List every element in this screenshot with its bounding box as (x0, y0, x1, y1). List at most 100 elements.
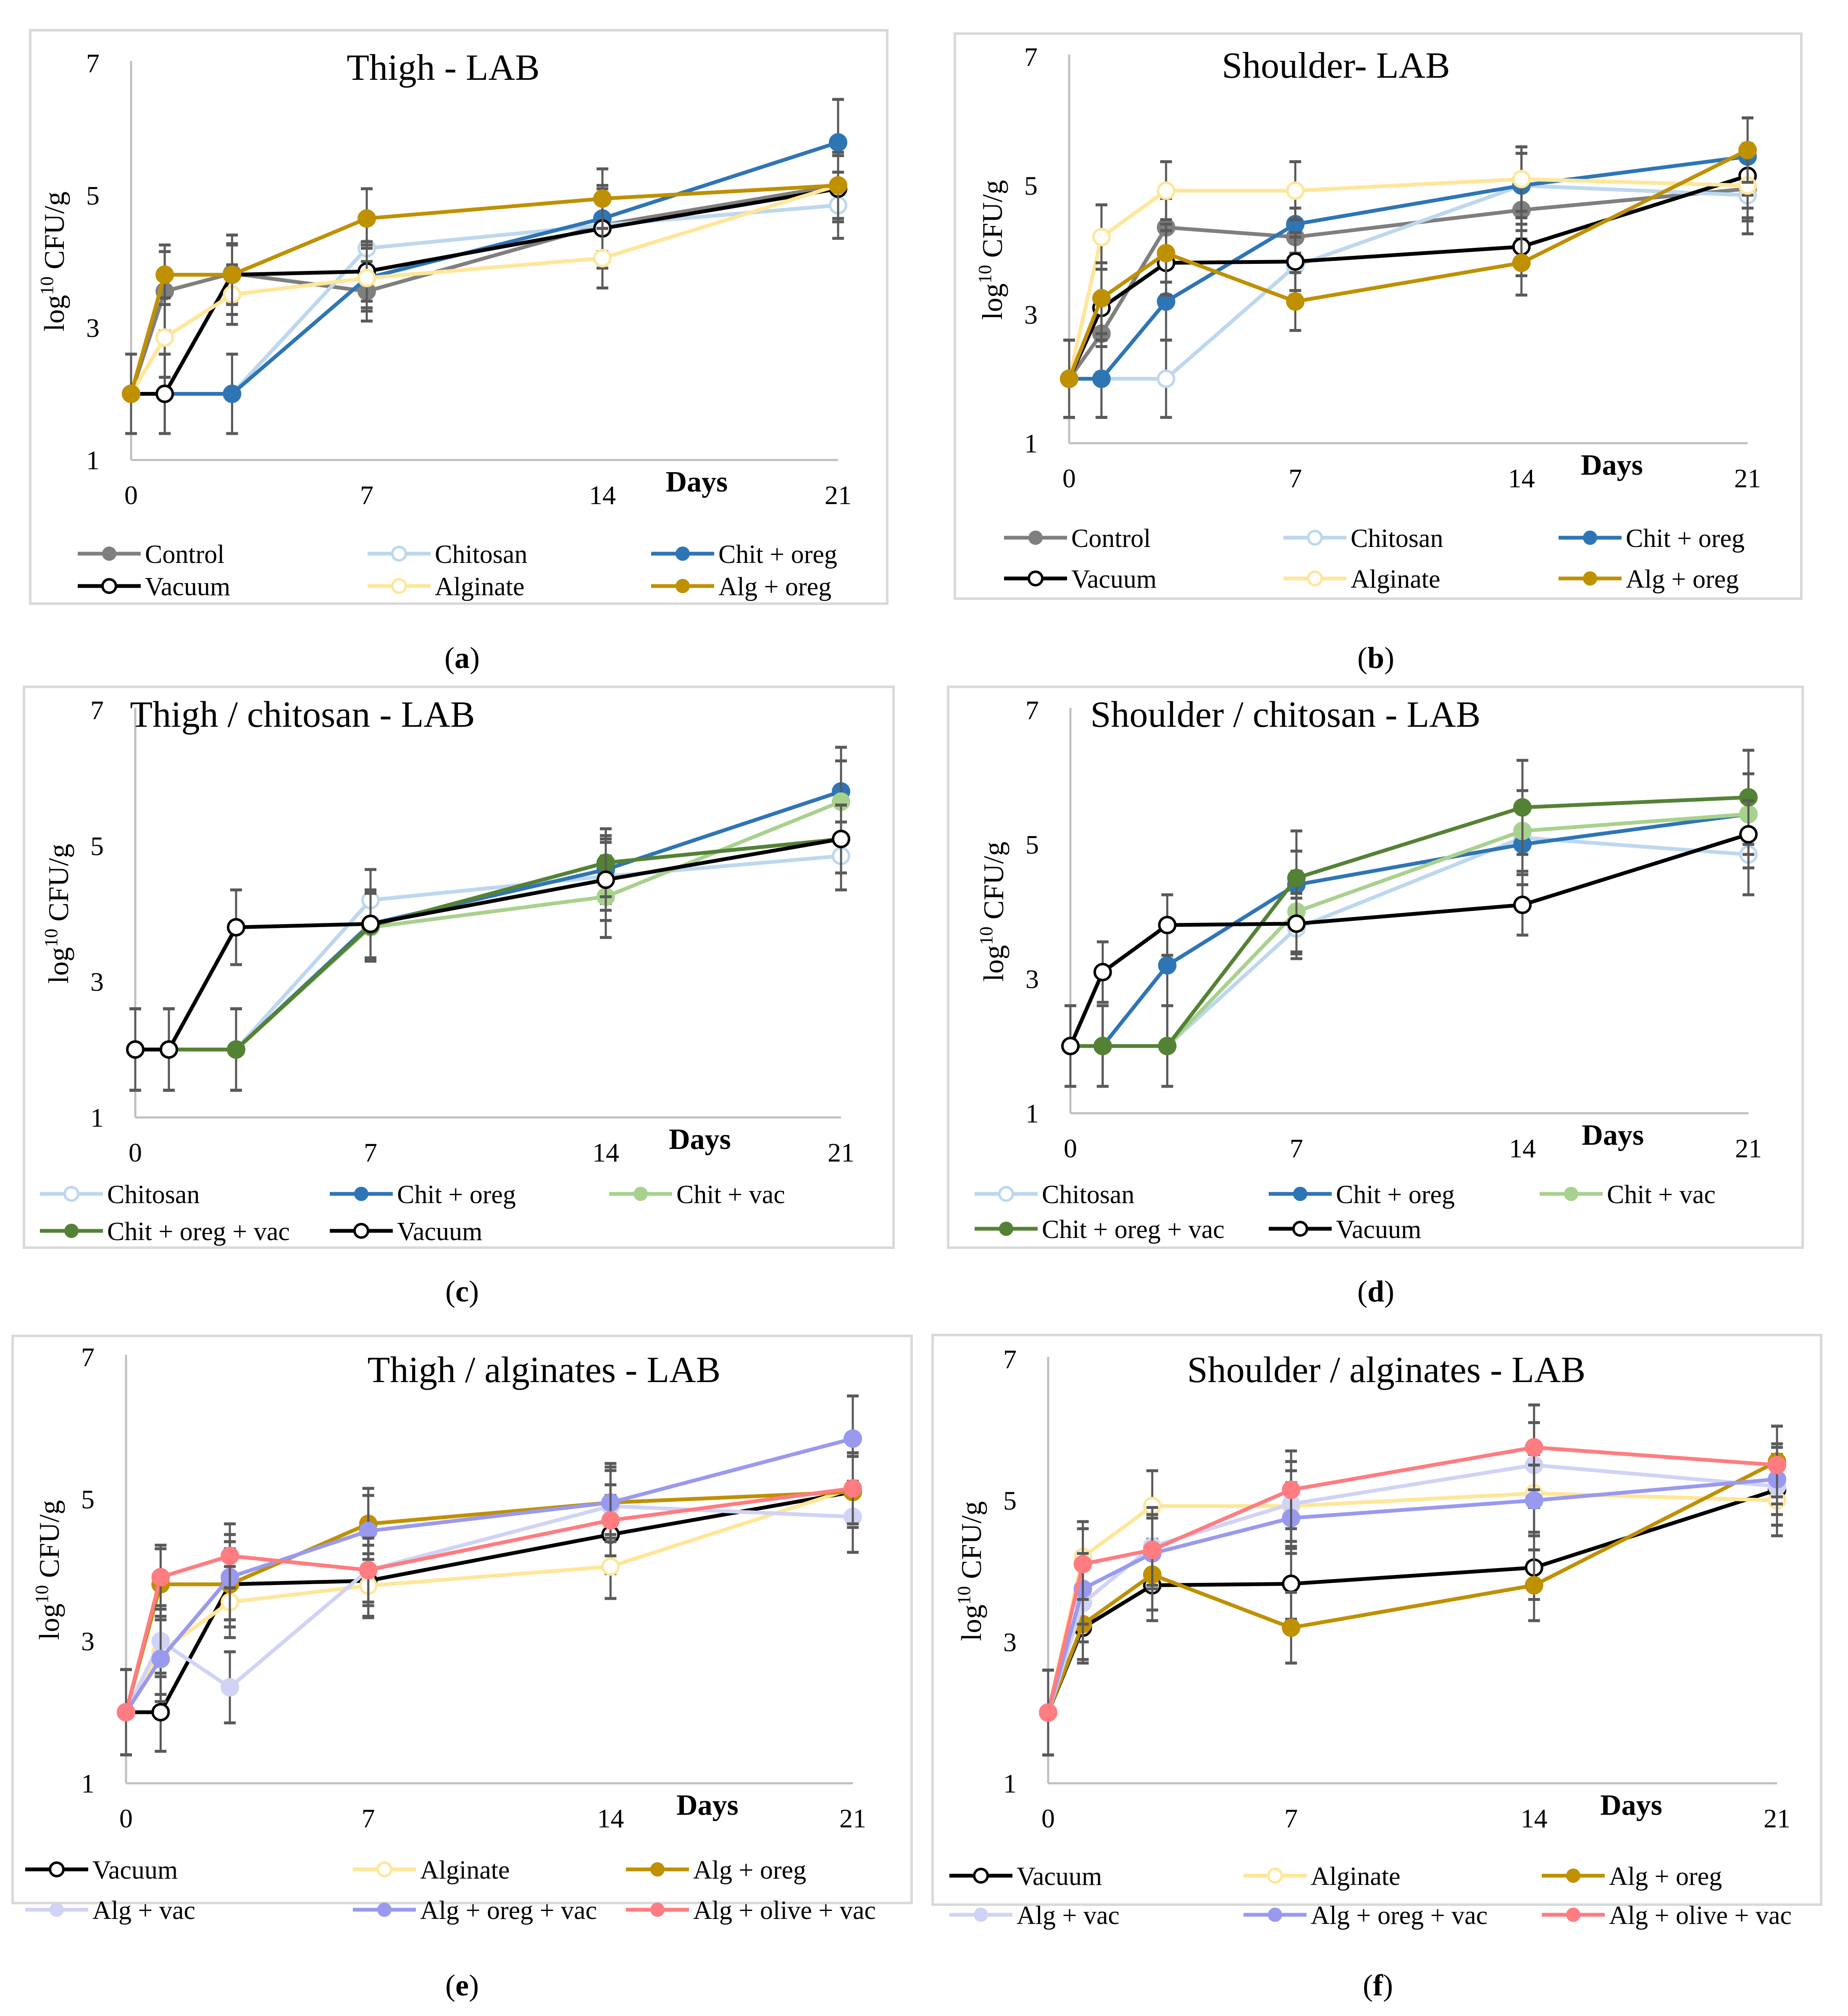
legend-label: Chit + oreg (1626, 524, 1745, 553)
chart-title: Thigh - LAB (347, 47, 540, 88)
data-point (223, 265, 242, 284)
y-axis-label: log10 CFU/g (41, 844, 74, 983)
legend-marker (376, 1861, 392, 1877)
y-tick-label: 3 (86, 313, 100, 343)
data-point (1287, 914, 1306, 933)
legend-label: Alg + oreg (718, 573, 831, 601)
panel-label: (c) (445, 1275, 479, 1308)
data-point (117, 1703, 135, 1722)
legend: Control Chitosan Chit + oreg Vacuum Alginate… (1004, 524, 1745, 594)
data-point (155, 265, 174, 284)
y-axis-label: log10 CFU/g (954, 1501, 987, 1641)
y-tick-label: 5 (90, 831, 104, 861)
data-point (1093, 963, 1112, 981)
panel-label: (e) (445, 1969, 479, 2002)
legend: Chitosan Chit + oreg Chit + vac Chit + oreg… (975, 1180, 1716, 1244)
y-tick-label: 1 (81, 1769, 95, 1798)
y-tick-label: 1 (86, 445, 100, 475)
data-point (126, 1040, 145, 1059)
data-point (601, 1557, 620, 1576)
legend-label: Vacuum (1017, 1862, 1102, 1891)
legend-label: Chit + oreg (718, 540, 837, 569)
legend-marker (973, 1868, 989, 1884)
x-tick-label: 21 (1764, 1803, 1790, 1833)
legend-marker (102, 547, 116, 561)
x-tick-label: 14 (592, 1138, 619, 1167)
legend-label: Vacuum (397, 1217, 482, 1246)
data-point (1061, 1037, 1080, 1055)
series-line (1046, 1477, 1777, 1713)
legend-marker (1564, 1187, 1578, 1201)
series-vacuum (1061, 799, 1758, 1088)
data-point (227, 1040, 245, 1059)
data-point (1143, 1540, 1162, 1559)
data-point (1287, 869, 1306, 887)
legend-label: Vacuum (1336, 1215, 1421, 1244)
chart-title: Thigh / chitosan - LAB (130, 694, 475, 735)
legend-marker (64, 1224, 79, 1238)
chart-frame (931, 1334, 1822, 1906)
legend-marker (998, 1186, 1014, 1202)
data-point (155, 328, 174, 347)
legend-marker (1268, 1908, 1282, 1922)
data-point (1286, 292, 1305, 311)
y-tick-label: 7 (86, 48, 100, 78)
data-point (601, 1511, 620, 1530)
chart-frame (11, 1335, 913, 1904)
legend-label: Vacuum (1071, 565, 1157, 594)
chart-title: Shoulder- LAB (1222, 45, 1450, 86)
legend-label: Alg + oreg (693, 1856, 806, 1885)
y-axis-label: log10 CFU/g (976, 841, 1009, 981)
y-tick-label: 7 (1025, 695, 1039, 725)
legend-marker (391, 546, 407, 562)
data-point (1739, 825, 1758, 844)
data-point (1157, 181, 1175, 200)
data-point (1513, 896, 1532, 914)
chart-panel-e: 1 3 5 7 0 7 14 21 Days log10 CFU/g Thigh / alginat… (11, 1335, 913, 1925)
legend-label: Alg + oreg + vac (1311, 1901, 1488, 1930)
x-tick-label: 14 (597, 1803, 624, 1833)
data-point (1092, 369, 1111, 388)
legend-label: Vacuum (92, 1856, 178, 1885)
data-point (1282, 1574, 1301, 1593)
data-point (1073, 1555, 1092, 1574)
legend: Vacuum Alginate Alg + oreg Alg + vac Alg + o… (949, 1862, 1792, 1930)
series-line (1046, 1445, 1777, 1713)
legend-label: Vacuum (145, 573, 230, 601)
x-tick-label: 21 (1734, 463, 1761, 493)
data-point (832, 830, 850, 849)
legend-label: Alg + vac (1017, 1901, 1120, 1930)
x-axis-label: Days (1600, 1789, 1662, 1821)
y-tick-label: 7 (1003, 1344, 1017, 1374)
x-tick-label: 0 (1064, 1133, 1077, 1163)
series-line (1067, 148, 1749, 380)
data-point (1282, 1618, 1301, 1637)
x-tick-label: 7 (364, 1138, 377, 1167)
legend-marker (49, 1861, 65, 1877)
data-point (1157, 369, 1175, 388)
legend-label: Alg + olive + vac (693, 1896, 876, 1925)
data-point (1157, 244, 1175, 263)
x-tick-label: 7 (360, 480, 373, 510)
legend-marker (1566, 1869, 1580, 1883)
legend-label: Alg + oreg (1609, 1862, 1722, 1891)
x-tick-label: 21 (839, 1803, 866, 1833)
series-line (1067, 174, 1748, 380)
legend-label: Alg + vac (92, 1896, 195, 1925)
y-tick-label: 7 (90, 695, 104, 725)
data-point (1525, 1491, 1543, 1510)
series-line (124, 1437, 854, 1714)
series-line (129, 183, 839, 394)
legend-marker (101, 578, 117, 594)
data-point (160, 1040, 178, 1059)
x-tick-label: 7 (1284, 1803, 1298, 1833)
data-point (1512, 170, 1531, 189)
legend-label: Control (1071, 524, 1151, 553)
legend-marker (999, 1222, 1013, 1236)
legend-label: Alg + oreg + vac (420, 1896, 597, 1925)
y-axis-label: log10 CFU/g (975, 180, 1008, 320)
data-point (1092, 228, 1111, 247)
chart-frame (947, 686, 1804, 1249)
legend-marker (1583, 531, 1597, 545)
